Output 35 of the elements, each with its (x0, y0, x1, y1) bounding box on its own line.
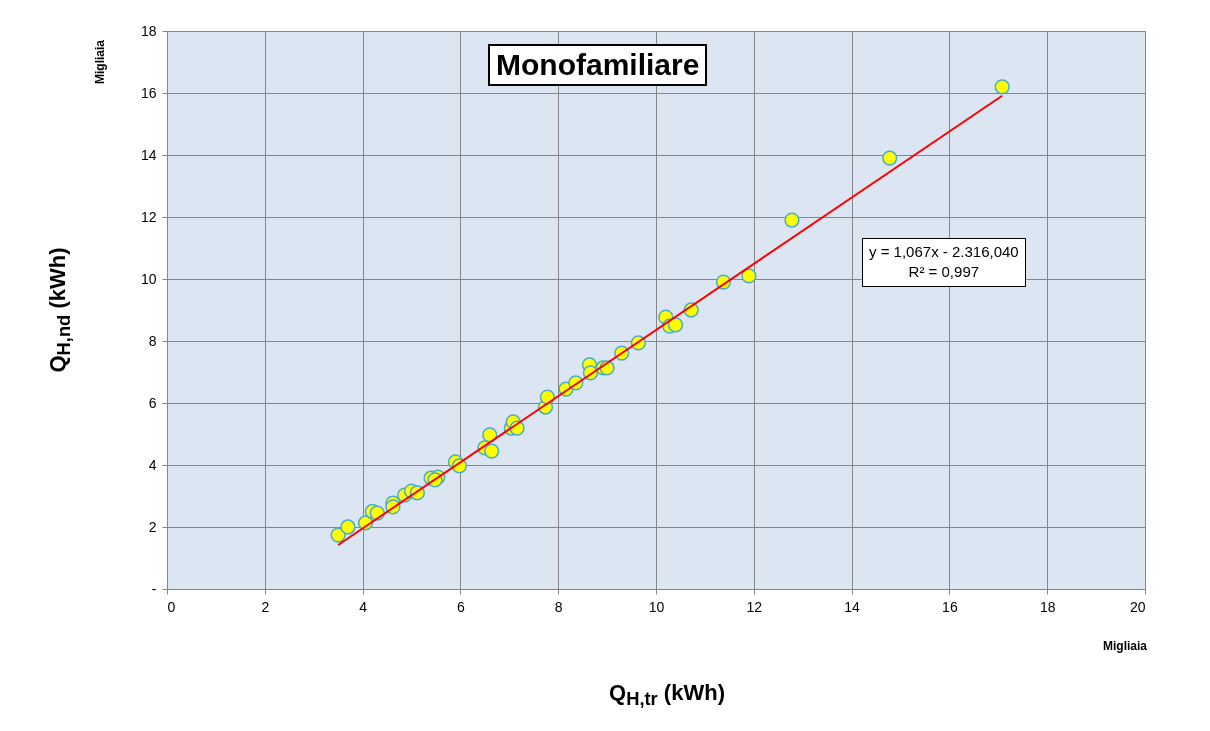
x-tick-label: 18 (1039, 598, 1056, 615)
x-tick-label: 6 (457, 598, 465, 615)
point (994, 79, 1010, 95)
text: Migliaia (93, 39, 107, 85)
y-tick-label: 16 (140, 84, 157, 101)
x-tick-label: 10 (648, 598, 665, 615)
point (741, 268, 757, 284)
point (330, 527, 346, 543)
point (667, 317, 684, 333)
y-tick-label: 12 (140, 208, 157, 225)
y-tick-label: 4 (148, 456, 157, 473)
point (784, 212, 800, 228)
text: Migliaia (1102, 639, 1148, 653)
annotation: y = 1,067x - 2.316,040 (869, 242, 1019, 262)
point (340, 519, 356, 535)
y-tick-label: 18 (140, 22, 157, 39)
y-tick-label: 14 (140, 146, 157, 163)
text: Monofamiliare (488, 44, 708, 86)
x-tick-label: 2 (261, 598, 270, 615)
y-tick-label: 6 (148, 394, 157, 411)
y-tick-label: - (151, 580, 157, 597)
x-tick-label: 14 (844, 598, 861, 615)
point (882, 150, 898, 166)
x-tick-label: 4 (359, 598, 368, 615)
annotation: R² = 0,997 (907, 262, 981, 283)
x-tick-label: 12 (746, 598, 763, 615)
point (484, 443, 500, 459)
y-tick-label: 8 (148, 332, 157, 349)
x-axis-title: Q$_{H,tr}$ (kWh) (609, 679, 725, 711)
x-tick-label: 16 (942, 598, 958, 615)
y-tick-label: 10 (140, 270, 157, 287)
y-tick-label: 2 (148, 518, 157, 535)
x-tick-label: 8 (554, 598, 563, 615)
x-tick-label: 20 (1129, 598, 1146, 615)
x-tick-label: 0 (167, 598, 176, 615)
